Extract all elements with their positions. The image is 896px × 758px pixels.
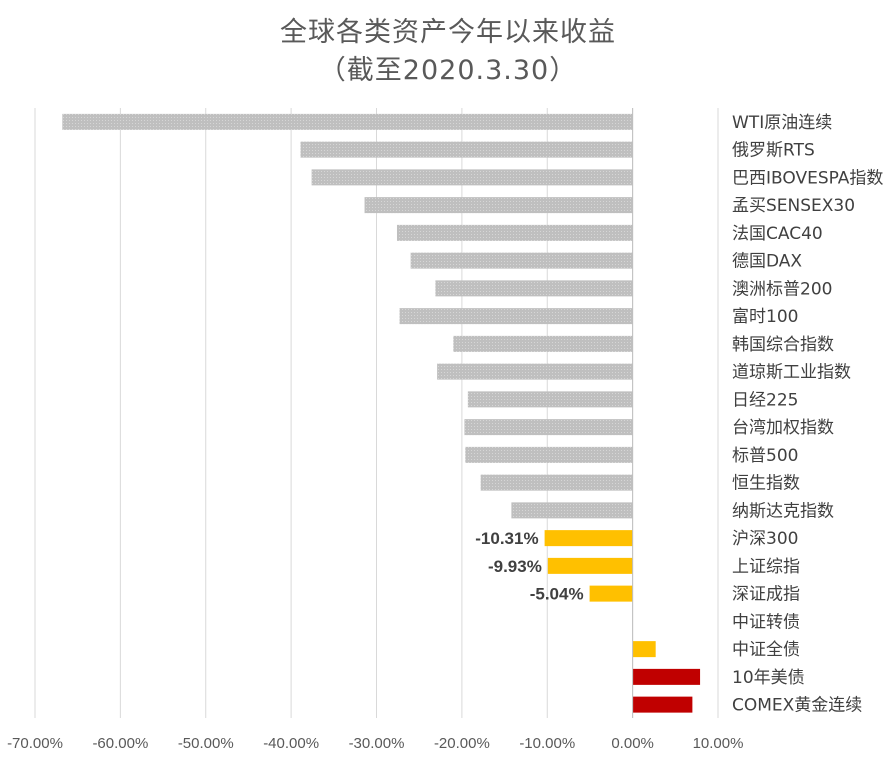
bar (547, 557, 633, 574)
bar (480, 474, 633, 491)
bar (544, 530, 633, 547)
category-label: 法国CAC40 (732, 224, 823, 244)
x-tick-label: -60.00% (92, 735, 148, 752)
bar (311, 169, 633, 186)
category-label: 富时100 (732, 307, 798, 327)
category-label: 澳洲标普200 (732, 279, 832, 299)
bar (399, 308, 633, 325)
category-label: 俄罗斯RTS (732, 141, 815, 161)
category-label: 中证转债 (732, 612, 800, 632)
x-tick-label: 0.00% (611, 735, 654, 752)
category-label: 德国DAX (732, 252, 802, 272)
category-label: 中证全债 (732, 640, 800, 660)
x-tick-label: -30.00% (349, 735, 405, 752)
category-label: 日经225 (732, 390, 798, 410)
bar (632, 668, 701, 685)
data-label: -9.93% (488, 557, 542, 576)
bar (435, 280, 633, 297)
bar (632, 696, 693, 713)
category-label: 标普500 (732, 446, 798, 466)
bar (300, 141, 633, 158)
bar (62, 113, 633, 130)
category-label: 10年美债 (732, 668, 805, 688)
x-tick-label: -50.00% (178, 735, 234, 752)
data-label: -10.31% (475, 529, 538, 548)
bar (437, 363, 633, 380)
bar (589, 585, 633, 602)
category-label: 台湾加权指数 (732, 418, 834, 438)
category-label: WTI原油连续 (732, 113, 832, 133)
category-label: 深证成指 (732, 585, 800, 605)
bar (467, 391, 633, 408)
category-label: 上证综指 (732, 557, 800, 577)
x-tick-label: 10.00% (693, 735, 744, 752)
bar (396, 224, 633, 241)
bar (453, 335, 633, 352)
x-tick-label: -70.00% (7, 735, 63, 752)
category-label: 纳斯达克指数 (732, 501, 834, 521)
data-label: -5.04% (530, 585, 584, 604)
bar (632, 641, 656, 658)
x-tick-label: -10.00% (519, 735, 575, 752)
category-label: 韩国综合指数 (732, 335, 834, 355)
bar (364, 197, 633, 214)
chart-subtitle: （截至2020.3.30） (318, 55, 578, 86)
category-label: COMEX黄金连续 (732, 696, 862, 716)
x-tick-label: -20.00% (434, 735, 490, 752)
bar (464, 419, 633, 436)
bar (410, 252, 633, 269)
category-label: 恒生指数 (732, 474, 800, 494)
category-label: 孟买SENSEX30 (732, 196, 855, 216)
bar (465, 446, 633, 463)
x-tick-label: -40.00% (263, 735, 319, 752)
bar (511, 502, 633, 519)
category-label: 沪深300 (732, 529, 798, 549)
category-label: 巴西IBOVESPA指数 (732, 168, 883, 188)
category-label: 道琼斯工业指数 (732, 363, 851, 383)
chart-title: 全球各类资产今年以来收益 (280, 17, 616, 48)
